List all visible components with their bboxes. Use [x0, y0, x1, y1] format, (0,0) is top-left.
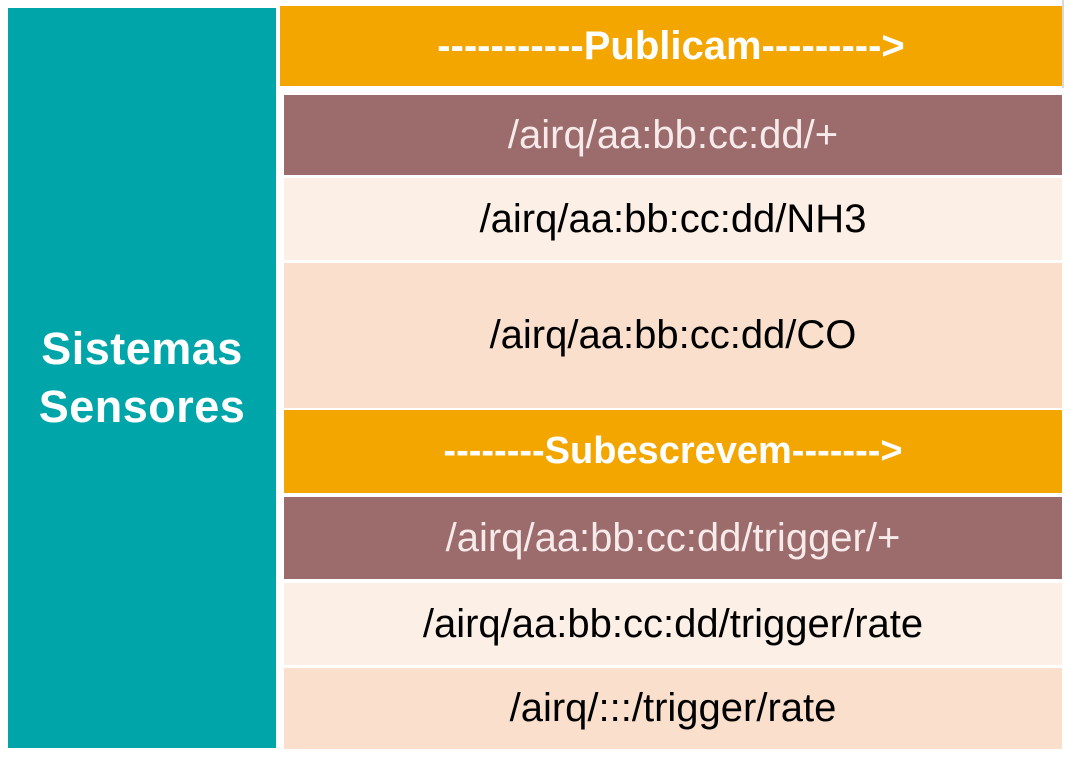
sensor-systems-label-line1: Sistemas	[41, 322, 243, 374]
subscribe-header: --------Subescrevem------->	[284, 410, 1062, 493]
publish-topic-co: /airq/aa:bb:cc:dd/CO	[284, 263, 1062, 408]
publish-header: -----------Publicam--------->	[280, 6, 1062, 86]
subscribe-topic-broadcast-rate: /airq/:::/trigger/rate	[284, 668, 1062, 749]
right-divider	[1062, 0, 1070, 88]
sensor-systems-panel: Sistemas Sensores	[8, 8, 276, 748]
sensor-systems-label-line2: Sensores	[38, 381, 246, 432]
publish-topic-nh3: /airq/aa:bb:cc:dd/NH3	[284, 178, 1062, 260]
sensor-systems-label: Sistemas Sensores	[39, 320, 246, 437]
publish-topic-wildcard: /airq/aa:bb:cc:dd/+	[284, 95, 1062, 175]
subscribe-topic-wildcard: /airq/aa:bb:cc:dd/trigger/+	[284, 497, 1062, 579]
subscribe-topic-rate: /airq/aa:bb:cc:dd/trigger/rate	[284, 583, 1062, 665]
